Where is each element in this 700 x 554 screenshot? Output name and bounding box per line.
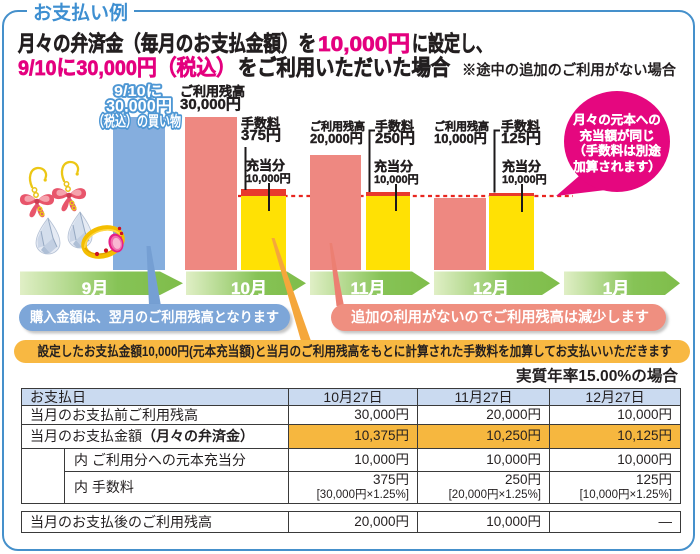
svg-text:設定したお支払金額10,000円(元本充当額)と当月のご利用: 設定したお支払金額10,000円(元本充当額)と当月のご利用残高をもとに計算され… [38, 343, 672, 359]
svg-text:30,000円: 30,000円 [106, 98, 172, 116]
svg-text:購入金額は、翌月のご利用残高となります: 購入金額は、翌月のご利用残高となります [29, 309, 279, 325]
svg-text:月々の弁済金（毎月のお支払金額）を: 月々の弁済金（毎月のお支払金額）を [17, 31, 316, 56]
svg-text:9/10に: 9/10に [114, 83, 162, 100]
svg-text:10,000円: 10,000円 [318, 32, 410, 56]
svg-text:に設定し、: に設定し、 [412, 31, 492, 56]
svg-text:9/10に30,000円（税込）: 9/10に30,000円（税込） [18, 55, 236, 80]
svg-text:をご利用いただいた場合: をご利用いただいた場合 [238, 55, 450, 80]
svg-text:（税込）の買い物: （税込）の買い物 [93, 113, 181, 131]
svg-text:実質年率15.00%の場合: 実質年率15.00%の場合 [516, 366, 678, 385]
svg-text:追加の利用がないのでご利用残高は減少します: 追加の利用がないのでご利用残高は減少します [351, 308, 649, 326]
svg-text:※途中の追加のご利用がない場合: ※途中の追加のご利用がない場合 [462, 61, 676, 79]
